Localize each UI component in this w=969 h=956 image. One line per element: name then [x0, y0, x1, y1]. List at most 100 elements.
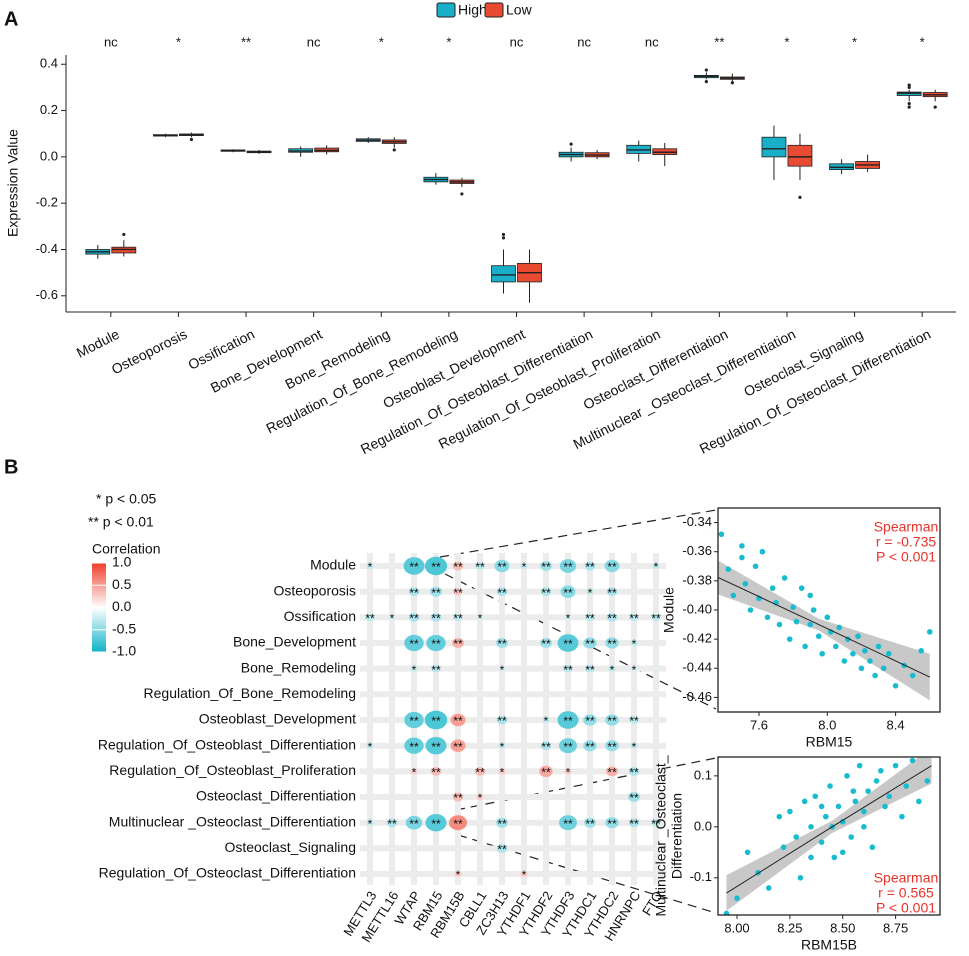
annotation: r = -0.735 — [876, 534, 937, 550]
point — [798, 585, 805, 591]
outlier — [501, 236, 506, 240]
significance-mark: ** — [541, 560, 551, 574]
significance-mark: ** — [497, 637, 507, 651]
correlation-cell — [476, 793, 484, 801]
significance-mark: ** — [409, 714, 419, 728]
significance-mark: ** — [453, 586, 463, 600]
outlier — [460, 192, 464, 196]
connector — [439, 509, 717, 558]
x-tick-label: 8.50 — [830, 920, 855, 935]
significance-mark: ** — [607, 612, 617, 626]
correlation-cell — [498, 742, 506, 749]
point — [885, 650, 892, 657]
x-tick-label: 7.6 — [750, 717, 768, 732]
correlation-cell — [631, 666, 637, 672]
outlier — [569, 142, 573, 146]
correlation-cell — [540, 587, 552, 597]
correlation-cell — [563, 664, 573, 673]
y-tick-label: -0.34 — [682, 514, 712, 529]
point — [850, 650, 856, 657]
significance-label: nc — [104, 34, 118, 49]
y-tick-label: 0.1 — [694, 767, 712, 782]
point — [752, 563, 759, 570]
correlation-cell — [450, 713, 466, 727]
outlier — [907, 105, 911, 109]
correlation-cell — [608, 665, 616, 672]
significance-mark: ** — [607, 740, 617, 754]
fit-line — [718, 576, 930, 678]
panel-label: B — [4, 456, 18, 478]
correlation-cell — [431, 664, 441, 673]
significance-label: nc — [645, 34, 659, 49]
correlation-cell — [605, 740, 619, 752]
correlation-cell — [369, 693, 371, 695]
correlation-cell — [557, 634, 579, 652]
significance-mark: ** — [497, 817, 507, 831]
significance-mark: ** — [431, 714, 441, 728]
point — [739, 554, 745, 561]
significance-label: ** — [714, 34, 724, 49]
row-label: Osteoporosis — [274, 582, 356, 598]
point — [856, 762, 863, 769]
significance-mark: * — [368, 740, 373, 754]
correlation-cell — [450, 739, 466, 752]
correlation-cell — [452, 792, 464, 802]
row-label: Module — [310, 557, 356, 573]
significance-mark: * — [500, 740, 505, 754]
correlation-cell — [403, 557, 425, 575]
point — [836, 624, 843, 631]
correlation-cell — [628, 792, 640, 803]
outlier — [704, 80, 708, 84]
correlation-cell — [475, 562, 485, 570]
significance-mark: ** — [629, 817, 639, 831]
point — [835, 803, 842, 810]
significance-mark: * — [500, 766, 505, 780]
significance-mark: ** — [497, 586, 507, 600]
correlation-cell — [605, 714, 619, 726]
correlation-cell — [452, 638, 464, 649]
point — [793, 834, 800, 840]
legend-label: Low — [506, 2, 533, 18]
row-label: Regulation_Of_Osteoblast_Proliferation — [109, 762, 356, 778]
point — [810, 607, 817, 613]
significance-mark: * — [412, 766, 417, 780]
point — [831, 854, 838, 861]
correlation-cell — [365, 613, 375, 622]
significance-mark: * — [544, 714, 549, 728]
correlation-cell — [633, 565, 635, 567]
significance-mark: ** — [431, 612, 441, 626]
point — [839, 818, 846, 825]
point — [793, 618, 800, 625]
correlation-cell — [410, 665, 418, 672]
point — [734, 895, 740, 901]
colorbar-tick-label: -0.5 — [112, 620, 136, 636]
significance-label: * — [379, 34, 384, 49]
legend-note: * p < 0.05 — [96, 491, 157, 507]
point — [807, 592, 814, 599]
significance-mark: ** — [497, 560, 507, 574]
legend-swatch — [484, 2, 504, 18]
y-tick-label: -0.1 — [690, 869, 712, 884]
correlation-cell — [586, 588, 594, 595]
y-tick-label: 0.4 — [40, 56, 58, 71]
y-axis-label: Module — [661, 587, 677, 633]
row-label: Ossification — [284, 608, 356, 624]
y-tick-label: -0.42 — [682, 631, 712, 646]
y-tick-label: 0.0 — [40, 148, 58, 163]
y-axis-label: Differentiation — [669, 793, 685, 879]
correlation-cell — [611, 693, 613, 695]
significance-mark: ** — [497, 714, 507, 728]
point — [723, 910, 730, 915]
correlation-cell — [366, 562, 374, 570]
point — [787, 808, 793, 815]
x-tick-label: 8.4 — [887, 717, 905, 732]
significance-mark: ** — [431, 817, 441, 831]
correlation-cell — [408, 612, 420, 622]
correlation-cell — [496, 843, 508, 853]
correlation-cell — [583, 740, 597, 752]
correlation-cell — [539, 765, 553, 777]
point — [812, 793, 819, 800]
outlier — [501, 232, 506, 237]
correlation-cell — [404, 737, 424, 754]
significance-mark: ** — [607, 714, 617, 728]
